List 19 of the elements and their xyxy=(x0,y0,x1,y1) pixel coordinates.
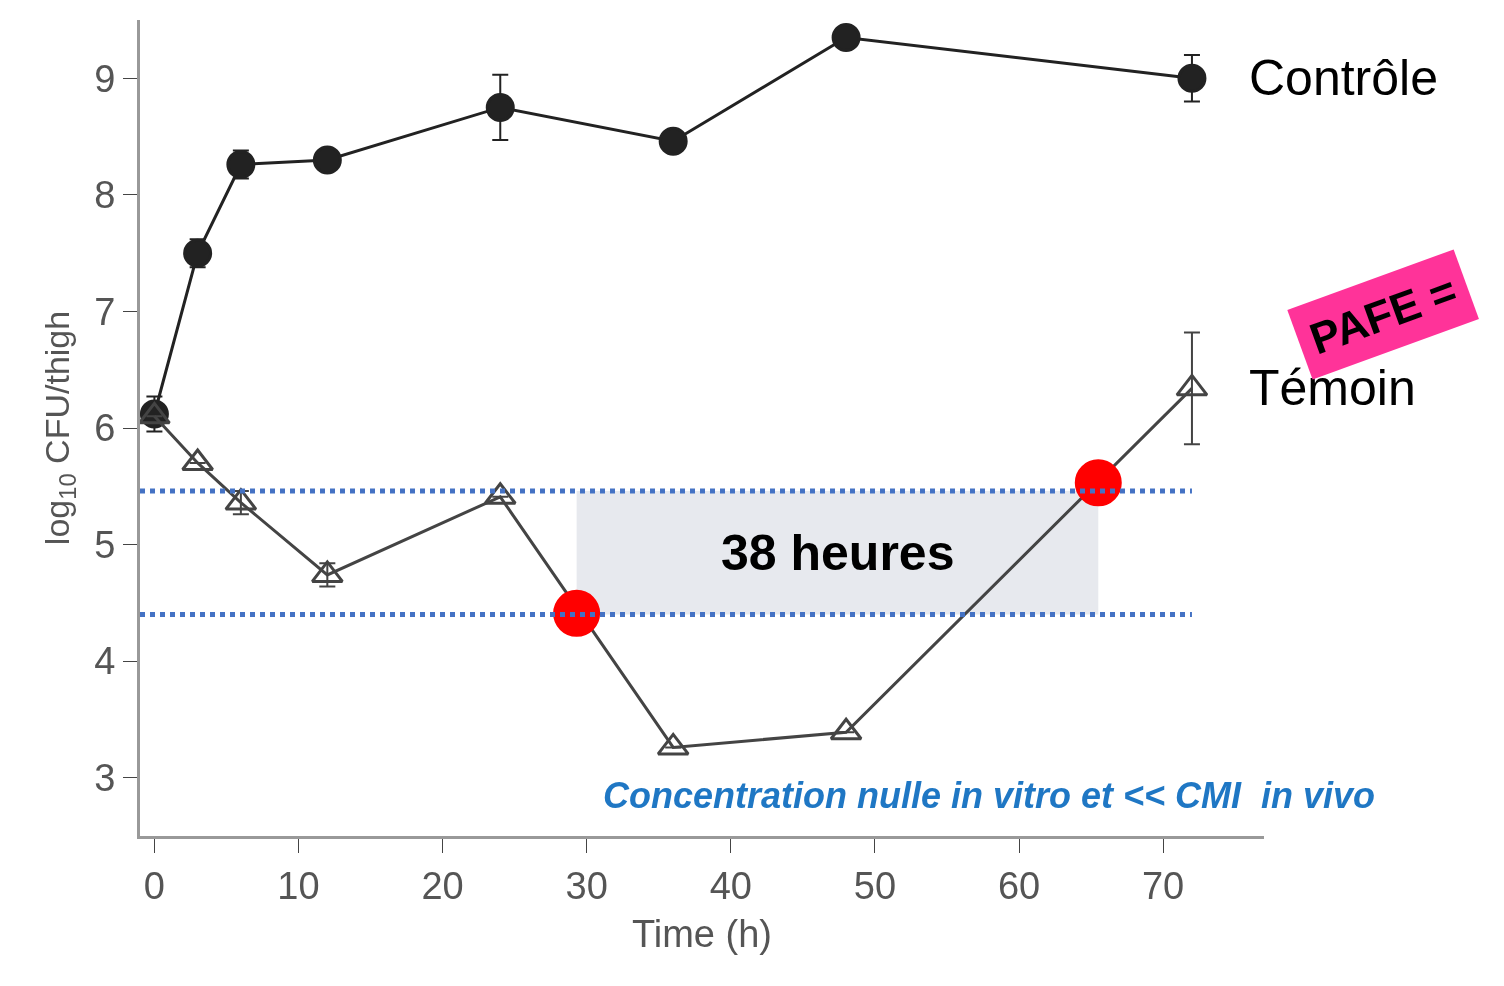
annotation: Concentration nulle in vitro et << CMI in vivo xyxy=(603,775,1376,816)
x-tick-label: 0 xyxy=(143,864,165,907)
x-tick-label: 70 xyxy=(1141,864,1185,907)
series-label: Contrôle xyxy=(1249,50,1438,106)
x-tick-label: 50 xyxy=(853,864,897,907)
x-tick-label: 40 xyxy=(709,864,752,907)
x-axis-title: Time (h) xyxy=(631,912,773,955)
y-tick-label: 5 xyxy=(94,523,116,566)
band-label: 38 heures xyxy=(721,525,955,581)
x-tick-label: 60 xyxy=(997,864,1041,907)
y-tick-label: 4 xyxy=(94,640,116,683)
y-tick-label: 3 xyxy=(94,757,116,800)
x-tick-label: 30 xyxy=(565,864,608,907)
y-tick-label: 6 xyxy=(94,407,116,450)
y-tick-label: 9 xyxy=(94,57,116,100)
y-tick-label: 8 xyxy=(94,174,116,217)
y-tick-label: 7 xyxy=(94,290,116,333)
x-tick-label: 20 xyxy=(421,864,464,907)
x-tick-label: 10 xyxy=(277,864,320,907)
